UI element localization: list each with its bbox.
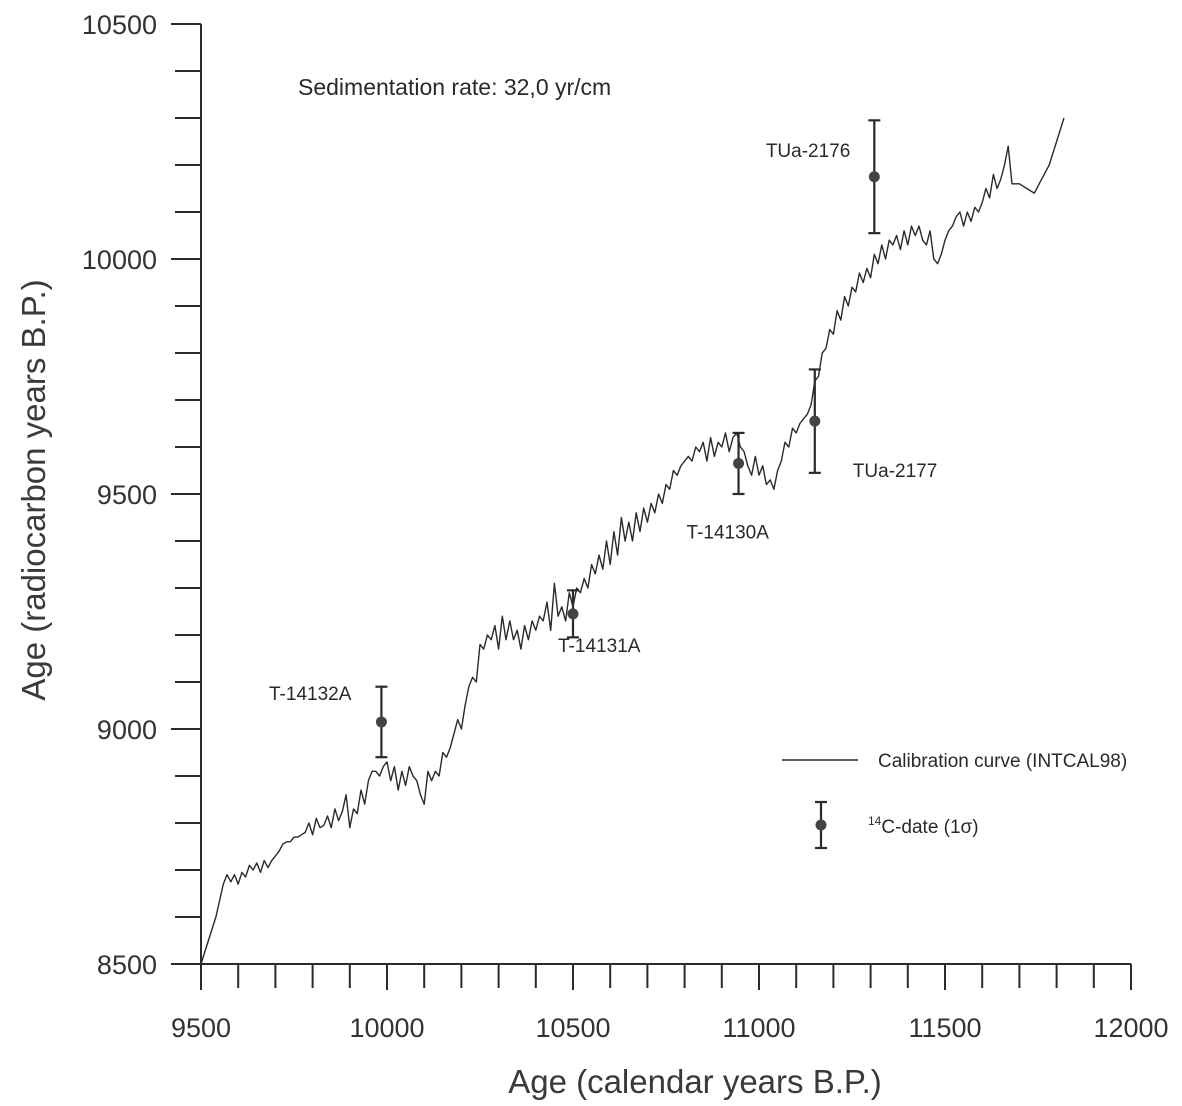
- date-marker: [567, 608, 579, 620]
- x-tick-label: 11500: [908, 1013, 981, 1043]
- legend: Calibration curve (INTCAL98) 14C-date (1…: [782, 751, 1127, 850]
- legend-date-superscript: 14: [868, 814, 882, 828]
- y-tick-label: 8500: [97, 950, 157, 980]
- sedimentation-rate-annotation: Sedimentation rate: 32,0 yr/cm: [298, 74, 611, 100]
- c14-dates: T-14132A T-14131A T-14130A TUa-2177 TUa-2176: [269, 119, 938, 759]
- legend-date-swatch: [815, 800, 827, 850]
- date-marker: [733, 457, 745, 469]
- date-label: T-14132A: [269, 684, 352, 705]
- y-tick-label: 9000: [97, 715, 157, 745]
- date-label: T-14130A: [687, 522, 770, 543]
- c14-date-point: TUa-2176: [766, 119, 881, 235]
- c14-date-point: TUa-2177: [808, 368, 938, 482]
- x-axis-title: Age (calendar years B.P.): [508, 1063, 882, 1100]
- x-tick-label: 10000: [349, 1013, 424, 1043]
- x-ticks: 9500 10000 10500 11000 11500 12000: [171, 964, 1169, 1043]
- c14-date-point: T-14131A: [558, 589, 641, 657]
- y-ticks: 8500 9000 9500 10000 10500: [82, 10, 201, 980]
- calibration-curve-line: [200, 117, 1065, 965]
- y-tick-label: 10000: [82, 245, 157, 275]
- x-tick-label: 10500: [535, 1013, 610, 1043]
- x-tick-label: 11000: [722, 1013, 795, 1043]
- x-tick-label: 12000: [1093, 1013, 1168, 1043]
- legend-curve-label: Calibration curve (INTCAL98): [878, 751, 1127, 772]
- date-label: T-14131A: [558, 636, 641, 657]
- c14-date-point: T-14132A: [269, 684, 388, 759]
- date-marker: [868, 171, 880, 183]
- date-label: TUa-2176: [766, 141, 851, 162]
- c14-date-point: T-14130A: [687, 431, 770, 543]
- y-tick-label: 9500: [97, 480, 157, 510]
- legend-date-text: C-date (1σ): [881, 817, 978, 838]
- y-tick-label: 10500: [82, 10, 157, 40]
- x-tick-label: 9500: [171, 1013, 231, 1043]
- y-axis-title: Age (radiocarbon years B.P.): [15, 279, 52, 700]
- date-label: TUa-2177: [853, 461, 938, 482]
- legend-date-label: 14C-date (1σ): [868, 814, 979, 838]
- date-marker: [375, 716, 387, 728]
- date-marker: [809, 415, 821, 427]
